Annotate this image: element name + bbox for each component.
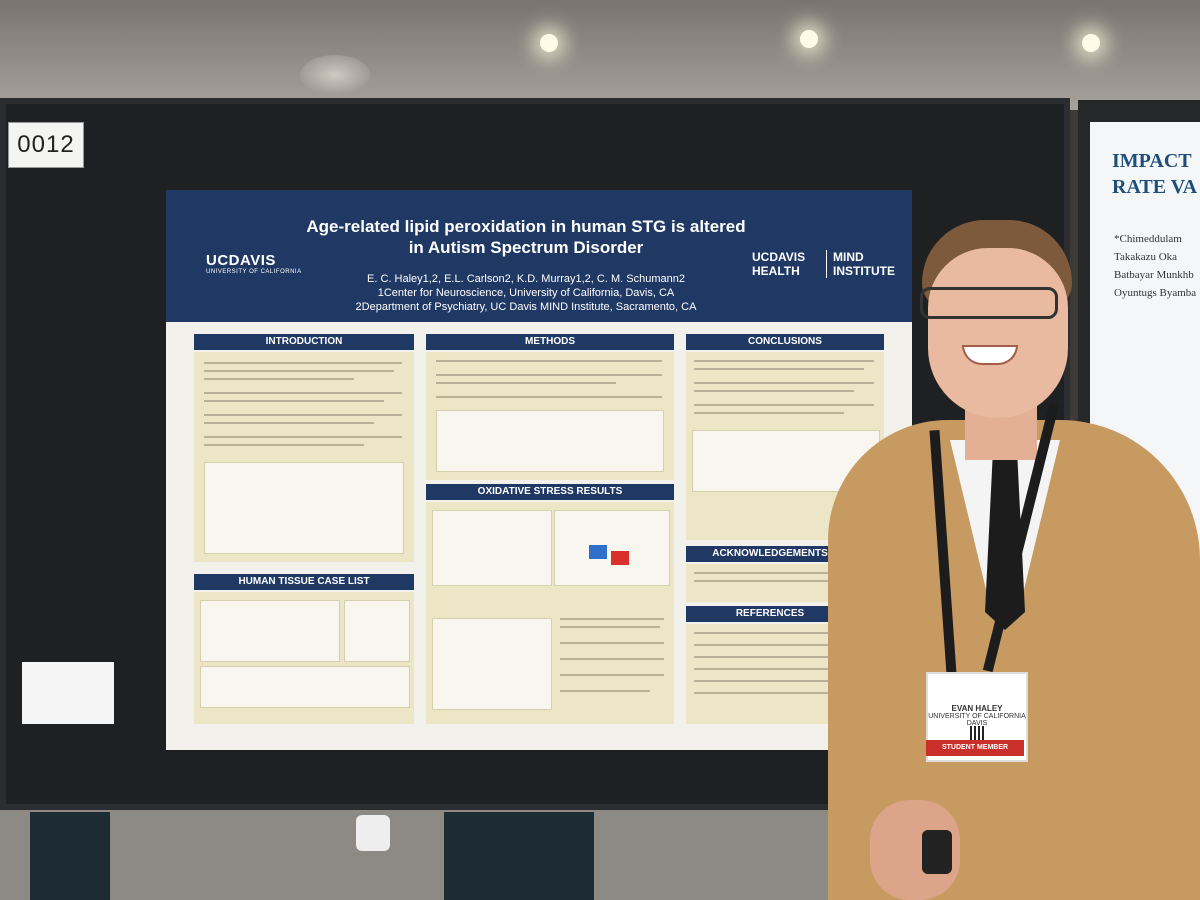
mind-institute-logo: MIND INSTITUTE [826, 250, 895, 278]
title-line: IMPACT [1112, 150, 1192, 172]
author-line: *Chimeddulam [1114, 233, 1182, 245]
introduction-body [194, 352, 414, 562]
person-legs [444, 812, 594, 900]
poster-title: Age-related lipid peroxidation in human … [306, 217, 746, 257]
sneaker [356, 815, 390, 851]
logo-text: UCDAVIS [206, 252, 276, 269]
human-tissue-body [194, 592, 414, 724]
logo-text: MIND [833, 250, 864, 264]
workflow-diagram [436, 410, 664, 472]
adjacent-poster-authors: *Chimeddulam Takakazu Oka Batbayar Munkh… [1114, 230, 1196, 302]
ceiling-light [800, 30, 818, 48]
glasses [920, 287, 1058, 319]
section-human-tissue: HUMAN TISSUE CASE LIST [194, 574, 414, 590]
ceiling-vent [300, 55, 370, 95]
author-line: Takakazu Oka [1114, 251, 1178, 263]
oxidative-results-body [426, 502, 674, 724]
boxplot [554, 510, 670, 586]
section-oxidative-stress: OXIDATIVE STRESS RESULTS [426, 484, 674, 500]
presenter-face [928, 248, 1068, 418]
brain-images [344, 600, 410, 662]
badge-footer: STUDENT MEMBER [926, 740, 1024, 756]
ceiling-light [540, 34, 558, 52]
badge-name: EVAN HALEY [951, 704, 1003, 713]
qr-code [970, 726, 984, 740]
author-line: Batbayar Munkhb [1114, 269, 1194, 281]
adjacent-poster-title: IMPACT RATE VA [1112, 148, 1197, 200]
poster-authors: E. C. Haley1,2, E.L. Carlson2, K.D. Murr… [306, 272, 746, 314]
logo-text: HEALTH [752, 264, 800, 278]
logo-text: INSTITUTE [833, 264, 895, 278]
acknowledgements-body [686, 564, 854, 602]
references-body [686, 624, 854, 724]
scatter-plot [432, 510, 552, 586]
author-list: E. C. Haley1,2, E.L. Carlson2, K.D. Murr… [367, 273, 685, 285]
methods-body [426, 352, 674, 480]
ceiling [0, 0, 1200, 110]
wristwatch [922, 830, 952, 874]
sticky-note [22, 662, 114, 724]
section-introduction: INTRODUCTION [194, 334, 414, 350]
person-legs [30, 812, 110, 900]
ucdavis-logo: UCDAVIS UNIVERSITY OF CALIFORNIA [206, 252, 302, 275]
section-conclusions: CONCLUSIONS [686, 334, 884, 350]
trajectory-plot [432, 618, 552, 710]
badge-org: UNIVERSITY OF CALIFORNIA DAVIS [928, 713, 1026, 727]
section-methods: METHODS [426, 334, 674, 350]
section-references: REFERENCES [686, 606, 854, 622]
logo-text: UCDAVIS [752, 250, 806, 264]
affiliation-1: 1Center for Neuroscience, University of … [377, 287, 675, 299]
research-poster: UCDAVIS UNIVERSITY OF CALIFORNIA Age-rel… [166, 190, 912, 750]
affiliation-2: 2Department of Psychiatry, UC Davis MIND… [355, 301, 697, 313]
age-range-chart [200, 666, 410, 708]
board-number-label: 0012 [8, 122, 84, 168]
section-acknowledgements: ACKNOWLEDGEMENTS [686, 546, 854, 562]
title-line: RATE VA [1112, 176, 1198, 198]
ucdavis-health-logo: UCDAVIS HEALTH [752, 250, 805, 278]
author-line: Oyuntugs Byamba [1114, 287, 1197, 299]
ceiling-light [1082, 34, 1100, 52]
oxidative-stress-diagram [204, 462, 404, 554]
poster-header: UCDAVIS UNIVERSITY OF CALIFORNIA Age-rel… [166, 190, 912, 322]
logo-subtext: UNIVERSITY OF CALIFORNIA [206, 269, 302, 275]
case-list-table [200, 600, 340, 662]
